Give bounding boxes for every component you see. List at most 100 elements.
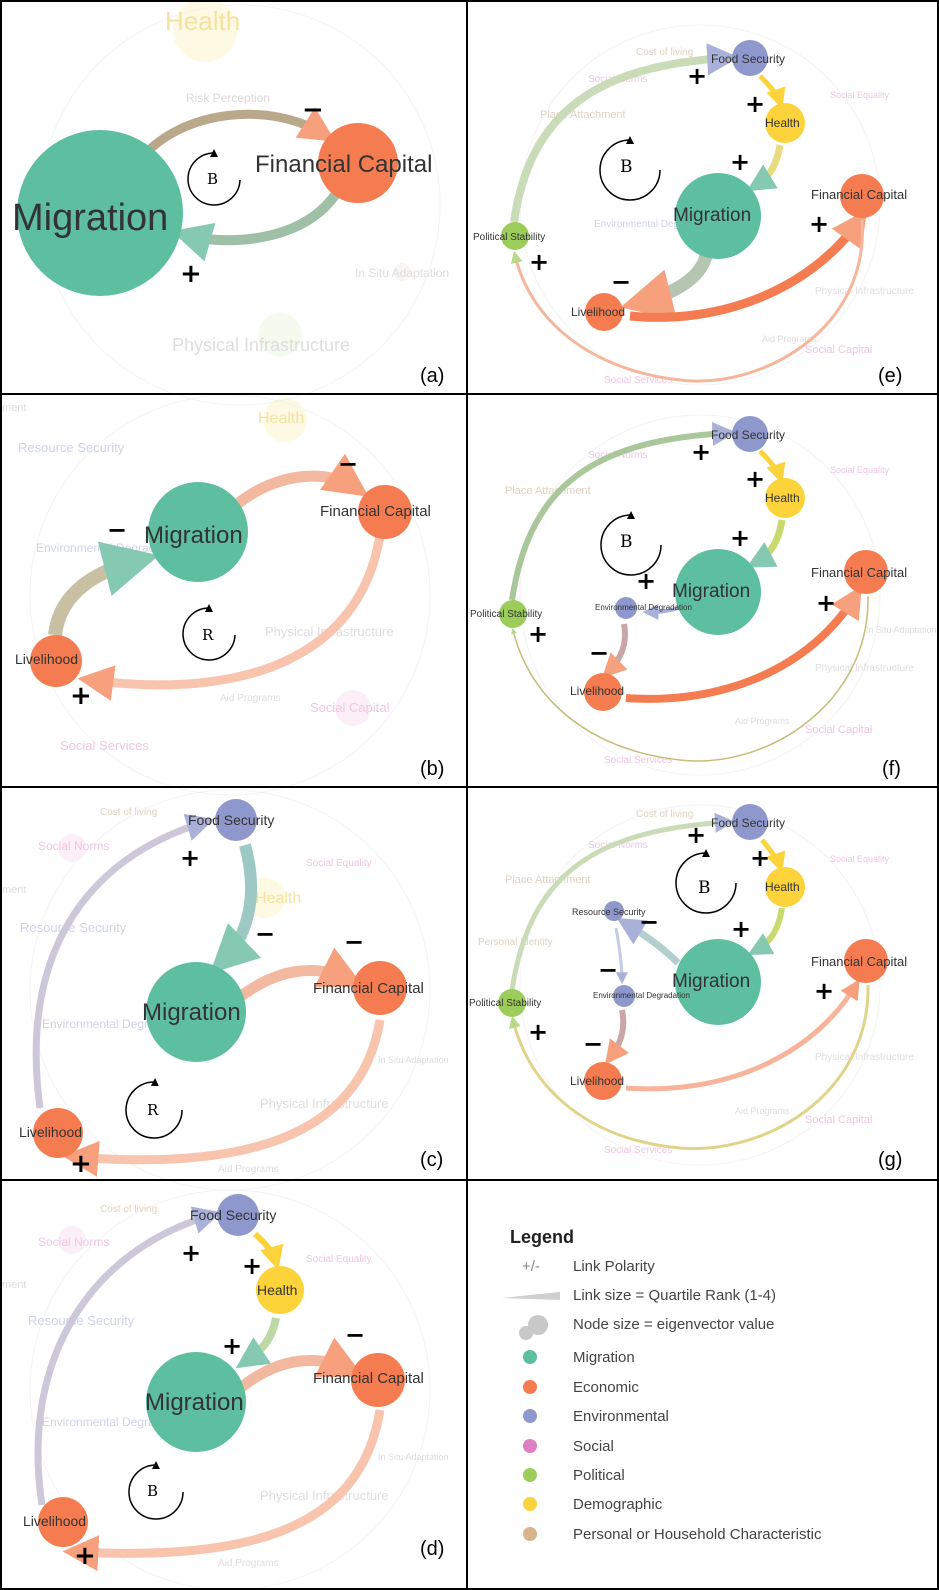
label-political-stability: Political Stability — [469, 998, 541, 1009]
label-migration: Migration — [144, 522, 243, 549]
link-health-to-migration — [235, 1317, 280, 1369]
label-food-security: Food Security — [188, 812, 274, 828]
legend-item-demographic: Demographic — [573, 1496, 663, 1513]
node-political-stability — [498, 989, 526, 1017]
bg-label-personal-identity: Personal Identity — [478, 937, 553, 948]
node-livelihood — [585, 293, 623, 331]
label-political-stability: Political Stability — [470, 609, 542, 620]
node-size-icon — [519, 1315, 548, 1340]
bg-label-resource-security: Resource Security — [28, 1313, 135, 1328]
polarity-sign: + — [816, 589, 836, 617]
loop-type: B — [620, 532, 633, 552]
node-political-stability — [499, 600, 527, 628]
polarity-sign: − — [611, 268, 631, 296]
polarity-sign: + — [180, 259, 202, 289]
label-migration: Migration — [673, 205, 751, 226]
polarity-sign: − — [598, 956, 618, 984]
node-migration — [675, 939, 761, 1025]
loop-indicator: B — [675, 849, 737, 914]
link-food-security-to-migration — [209, 843, 262, 974]
link-livelihood-to-financial-capital — [629, 209, 868, 322]
polarity-sign: − — [583, 1030, 603, 1058]
legend-swatch-environmental — [523, 1409, 537, 1423]
node-migration — [17, 130, 183, 296]
node-food-security — [217, 1194, 259, 1236]
bg-label-social-norms: Social Norms — [38, 1235, 109, 1249]
link-migration-to-financial-capital — [232, 947, 364, 1005]
label-livelihood: Livelihood — [570, 1074, 624, 1088]
node-health — [765, 867, 805, 907]
background-network — [29, 1189, 431, 1590]
loop-type: R — [202, 626, 214, 644]
polarity-sign: + — [180, 844, 200, 872]
legend-title: Legend — [510, 1227, 574, 1247]
bg-label-social-equality: Social Equality — [306, 858, 372, 869]
polarity-sign: − — [589, 639, 609, 667]
link-livelihood-to-food-security — [34, 1206, 222, 1506]
link-size-icon — [502, 1292, 560, 1300]
loop-type: R — [147, 1101, 159, 1119]
panel-label: (b) — [420, 758, 444, 780]
polarity-sign: − — [107, 516, 127, 544]
panel-d: Cost of living Social Norms Social Equal… — [2, 1189, 449, 1590]
node-health — [765, 103, 805, 143]
link-migration-to-financial-capital — [136, 107, 336, 163]
node-food-security — [732, 804, 768, 840]
legend: Legend +/- Link Polarity Link size = Qua… — [502, 1227, 822, 1543]
polarity-sign: − — [255, 920, 275, 948]
node-livelihood — [38, 1497, 88, 1547]
bg-label-aid-programs: Aid Programs — [218, 1558, 279, 1569]
panel-label: (f) — [882, 758, 901, 780]
bg-label-place-attachment: Place Attachment — [505, 485, 591, 497]
bg-label-place-attachment: Place Attachment — [505, 874, 591, 886]
link-livelihood-to-financial-capital — [625, 979, 860, 1092]
legend-item-personal: Personal or Household Characteristic — [573, 1526, 822, 1543]
bg-label-cost-of-living: Cost of living — [100, 807, 157, 818]
loop-indicator: R — [182, 604, 236, 661]
label-food-security: Food Security — [190, 1207, 276, 1223]
legend-swatch-migration — [523, 1350, 537, 1364]
link-livelihood-to-food-security — [32, 813, 215, 1109]
loop-indicator: B — [128, 1461, 184, 1520]
label-livelihood: Livelihood — [571, 305, 625, 319]
bg-label-cost-of-living: Cost of living — [100, 1204, 157, 1215]
link-financial-capital-to-livelihood — [62, 1019, 385, 1177]
link-migration-to-resource-security — [616, 917, 681, 966]
polarity-sign: + — [730, 524, 750, 552]
link-financial-capital-to-political-stability — [509, 984, 870, 1151]
link-financial-capital-to-livelihood — [77, 534, 385, 701]
node-financial-capital — [844, 939, 888, 983]
bg-label-social-services: Social Services — [60, 738, 149, 753]
panel-c: Cost of living Social Norms Social Equal… — [2, 789, 449, 1191]
panel-g: Cost of living Social Norms Social Equal… — [469, 804, 914, 1171]
link-environmental-degradation-to-livelihood — [604, 1009, 630, 1065]
bg-label-aid-programs: Aid Programs — [735, 716, 790, 726]
link-migration-to-financial-capital — [232, 453, 369, 510]
bg-label-physical-infrastructure: Physical Infrastructure — [815, 286, 914, 297]
label-financial-capital: Financial Capital — [811, 954, 907, 969]
polarity-symbol: +/- — [522, 1258, 540, 1275]
background-network — [519, 804, 881, 1166]
node-financial-capital — [318, 123, 398, 203]
label-environmental-degradation: Environmental Degradation — [593, 991, 690, 1000]
bg-label-health: Health — [165, 6, 240, 36]
panel-label: (a) — [420, 365, 444, 387]
bg-label-aid-programs: Aid Programs — [762, 334, 817, 344]
bg-label-place-attachment: Place Attachment — [540, 109, 626, 121]
legend-swatch-personal — [523, 1527, 537, 1541]
node-migration — [675, 549, 761, 635]
polarity-sign: + — [242, 1252, 262, 1280]
label-financial-capital: Financial Capital — [811, 187, 907, 202]
label-financial-capital: Financial Capital — [313, 980, 424, 997]
polarity-sign: + — [809, 210, 829, 238]
node-environmental-degradation — [615, 597, 637, 619]
node-resource-security — [604, 901, 624, 921]
legend-item-environmental: Environmental — [573, 1408, 669, 1425]
polarity-sign: + — [691, 438, 711, 466]
legend-swatch-demographic — [523, 1497, 537, 1511]
label-livelihood: Livelihood — [570, 684, 624, 698]
link-migration-to-livelihood — [620, 253, 713, 321]
link-livelihood-to-migration — [48, 541, 160, 637]
node-livelihood — [30, 635, 82, 687]
link-political-stability-to-food-security — [509, 421, 737, 601]
